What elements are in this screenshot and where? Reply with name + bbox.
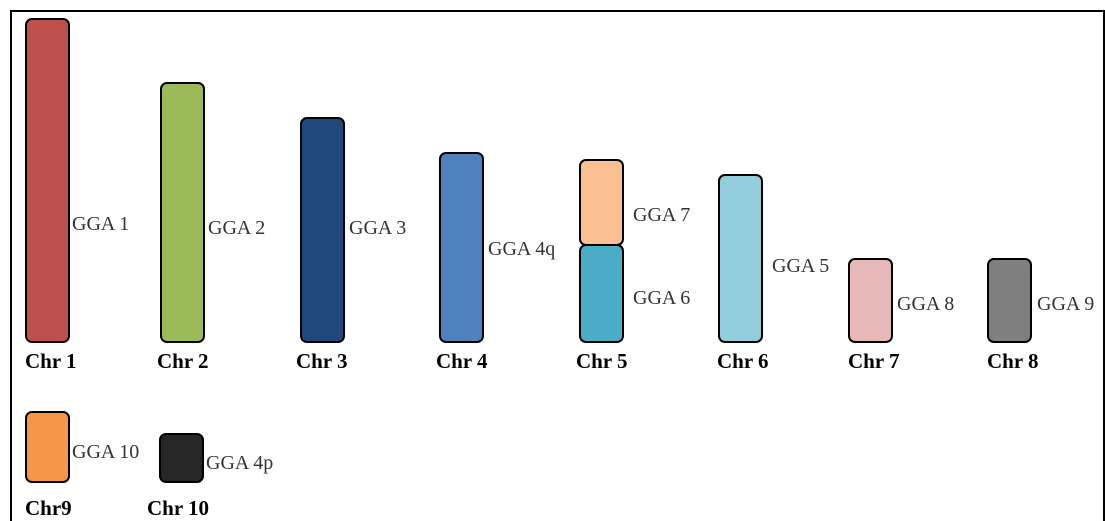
gga4p-label: GGA 4p xyxy=(206,452,274,474)
chr6-ideogram xyxy=(718,174,763,343)
gga10-label: GGA 10 xyxy=(72,441,140,463)
chr9-label: Chr9 xyxy=(25,496,72,520)
gga2-label: GGA 2 xyxy=(208,217,266,239)
gga1-label: GGA 1 xyxy=(72,213,130,235)
chr8-label: Chr 8 xyxy=(987,349,1039,373)
chr4-label: Chr 4 xyxy=(436,349,488,373)
chr5-segment-gga7 xyxy=(579,159,624,246)
gga3-label: GGA 3 xyxy=(349,217,407,239)
chr6-label: Chr 6 xyxy=(717,349,769,373)
chr5-label: Chr 5 xyxy=(576,349,628,373)
chr8-ideogram xyxy=(987,258,1032,343)
chr7-label: Chr 7 xyxy=(848,349,900,373)
gga4q-label: GGA 4q xyxy=(488,238,556,260)
gga6-label: GGA 6 xyxy=(633,287,691,309)
chr2-label: Chr 2 xyxy=(157,349,209,373)
gga5-label: GGA 5 xyxy=(772,255,830,277)
gga7-label: GGA 7 xyxy=(633,204,691,226)
gga9-label: GGA 9 xyxy=(1037,293,1095,315)
chr3-ideogram xyxy=(300,117,345,343)
chr1-ideogram xyxy=(25,18,70,343)
chr7-ideogram xyxy=(848,258,893,343)
chr10-ideogram xyxy=(159,433,204,483)
diagram-frame xyxy=(10,10,1105,521)
chr4-ideogram xyxy=(439,152,484,343)
chr5-segment-gga6 xyxy=(579,244,624,343)
chr9-ideogram xyxy=(25,411,70,483)
chr1-label: Chr 1 xyxy=(25,349,77,373)
chr3-label: Chr 3 xyxy=(296,349,348,373)
gga8-label: GGA 8 xyxy=(897,293,955,315)
chr10-label: Chr 10 xyxy=(147,496,210,520)
chr2-ideogram xyxy=(160,82,205,343)
